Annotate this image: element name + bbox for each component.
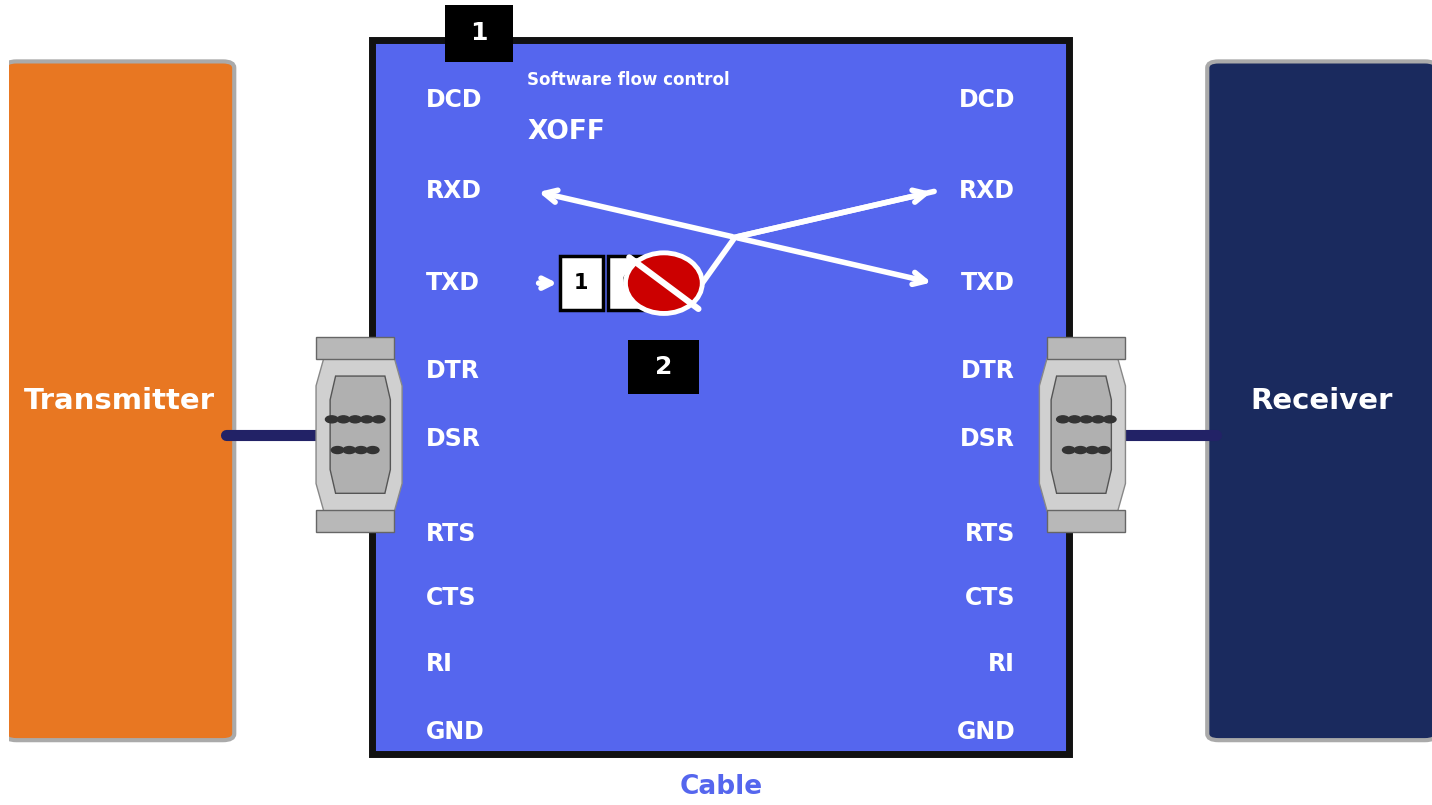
Circle shape — [372, 416, 385, 423]
Text: CTS: CTS — [965, 586, 1015, 610]
Circle shape — [331, 447, 344, 453]
Circle shape — [1068, 416, 1081, 423]
Text: Cable: Cable — [679, 774, 762, 799]
Polygon shape — [316, 510, 394, 532]
Polygon shape — [316, 358, 402, 511]
Text: Transmitter: Transmitter — [24, 386, 215, 415]
Circle shape — [1080, 416, 1093, 423]
Text: TXD: TXD — [961, 271, 1015, 295]
Text: GND: GND — [957, 720, 1015, 744]
Text: 0: 0 — [623, 273, 637, 293]
Bar — [629, 340, 699, 394]
Text: Software flow control: Software flow control — [527, 71, 730, 89]
Bar — [445, 5, 513, 62]
Text: RTS: RTS — [965, 522, 1015, 547]
Text: DSR: DSR — [427, 427, 481, 451]
Text: DCD: DCD — [427, 88, 483, 112]
Text: RTS: RTS — [427, 522, 477, 547]
Text: DTR: DTR — [427, 359, 480, 383]
Bar — [372, 40, 1070, 753]
Circle shape — [1074, 447, 1087, 453]
Circle shape — [325, 416, 338, 423]
Ellipse shape — [626, 253, 702, 313]
Circle shape — [1085, 447, 1098, 453]
Text: 1: 1 — [470, 22, 488, 46]
Circle shape — [1063, 447, 1075, 453]
Bar — [560, 256, 603, 310]
Polygon shape — [1047, 337, 1126, 359]
Circle shape — [361, 416, 374, 423]
Text: 2: 2 — [656, 355, 673, 379]
FancyBboxPatch shape — [6, 61, 235, 740]
Text: XOFF: XOFF — [527, 118, 606, 145]
Circle shape — [1104, 416, 1116, 423]
Text: CTS: CTS — [427, 586, 477, 610]
Text: Receiver: Receiver — [1250, 386, 1393, 415]
Text: DTR: DTR — [961, 359, 1015, 383]
Circle shape — [1098, 447, 1110, 453]
Circle shape — [355, 447, 367, 453]
Text: RI: RI — [988, 651, 1015, 675]
Polygon shape — [1051, 376, 1111, 493]
Text: RXD: RXD — [959, 180, 1015, 204]
Circle shape — [1057, 416, 1070, 423]
Text: RI: RI — [427, 651, 453, 675]
Polygon shape — [1047, 510, 1126, 532]
Polygon shape — [316, 337, 394, 359]
Polygon shape — [331, 376, 391, 493]
Circle shape — [349, 416, 361, 423]
Text: GND: GND — [427, 720, 485, 744]
Bar — [609, 256, 652, 310]
FancyBboxPatch shape — [1207, 61, 1432, 740]
Circle shape — [367, 447, 379, 453]
Circle shape — [1091, 416, 1104, 423]
Text: TXD: TXD — [427, 271, 480, 295]
Circle shape — [337, 416, 349, 423]
Text: DSR: DSR — [961, 427, 1015, 451]
Text: RXD: RXD — [427, 180, 483, 204]
Polygon shape — [1040, 358, 1126, 511]
Text: DCD: DCD — [958, 88, 1015, 112]
Circle shape — [344, 447, 355, 453]
Text: 1: 1 — [574, 273, 589, 293]
